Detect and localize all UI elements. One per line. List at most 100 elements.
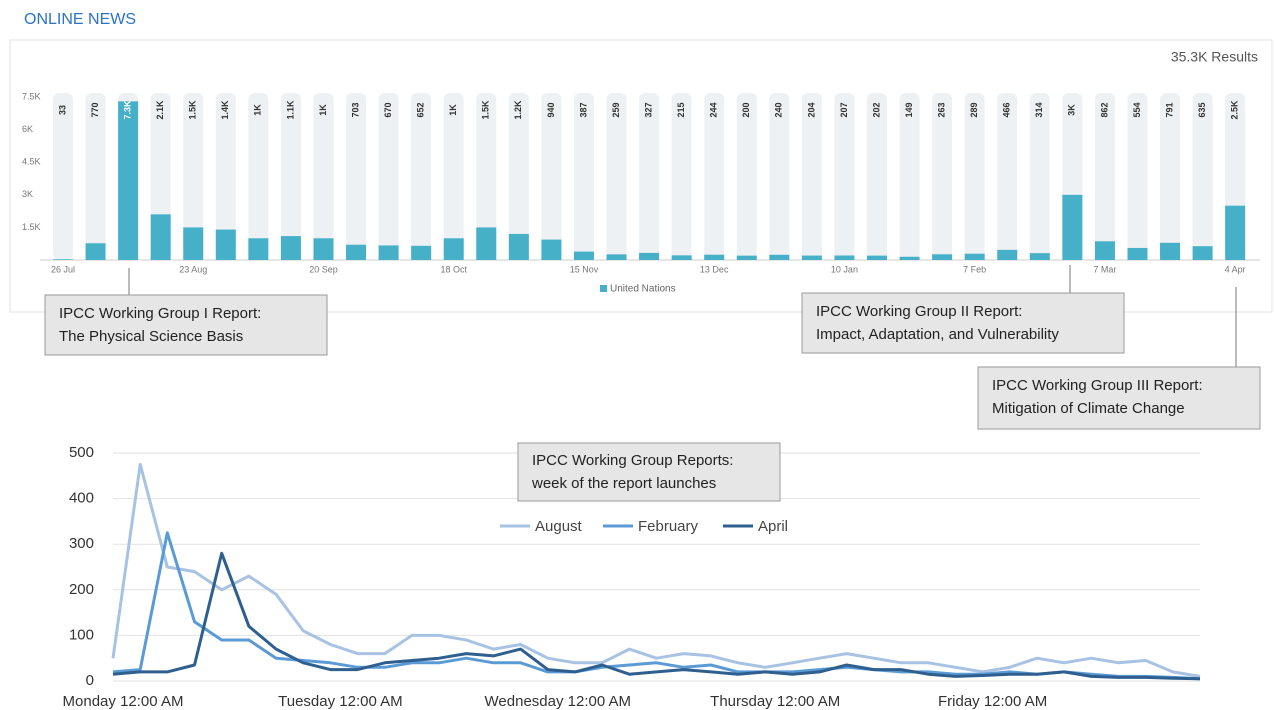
x-tick-label: 26 Jul xyxy=(51,264,75,274)
bar-background xyxy=(476,93,497,260)
value-label: 244 xyxy=(709,102,719,117)
value-label: 1K xyxy=(448,104,458,116)
x-tick-label: 18 Oct xyxy=(440,264,467,274)
value-label: 2.1K xyxy=(155,100,165,120)
value-label: 259 xyxy=(611,102,621,117)
annotation-text: IPCC Working Group III Report: xyxy=(992,377,1203,394)
bar xyxy=(346,244,367,260)
bar xyxy=(411,245,432,260)
bar-background xyxy=(1160,93,1181,260)
value-label: 1.5K xyxy=(481,100,491,120)
value-label: 314 xyxy=(1034,102,1044,117)
x-tick-label: 7 Mar xyxy=(1093,264,1116,274)
annotation-text: Impact, Adaptation, and Vulnerability xyxy=(816,326,1059,343)
bar xyxy=(508,233,529,260)
bar xyxy=(183,227,204,260)
bar-background xyxy=(736,93,757,260)
annotation-text: The Physical Science Basis xyxy=(59,328,243,345)
y-tick-label: 300 xyxy=(69,535,94,552)
bar xyxy=(1160,242,1181,260)
y-tick-label: 3K xyxy=(22,189,33,199)
y-tick-label: 6K xyxy=(22,124,33,134)
value-label: 7.3K xyxy=(122,100,132,120)
value-label: 791 xyxy=(1164,102,1174,117)
value-label: 862 xyxy=(1099,102,1109,117)
legend-label: August xyxy=(535,518,583,535)
bar-background xyxy=(573,93,594,260)
bar-background xyxy=(85,93,106,260)
bar-background xyxy=(1127,93,1148,260)
series-line xyxy=(112,551,1201,681)
legend-label: April xyxy=(758,518,788,535)
bar xyxy=(606,254,627,260)
bar-background xyxy=(671,93,692,260)
x-tick-label: 15 Nov xyxy=(570,264,599,274)
value-label: 770 xyxy=(90,102,100,117)
value-label: 33 xyxy=(57,105,67,115)
bar xyxy=(704,254,725,260)
value-label: 263 xyxy=(936,102,946,117)
chart-title: IPCC Working Group Reports: xyxy=(532,452,733,469)
x-tick-label: 4 Apr xyxy=(1225,264,1246,274)
chart-title: week of the report launches xyxy=(531,475,716,492)
y-tick-label: 1.5K xyxy=(22,222,41,232)
bar xyxy=(1094,241,1115,260)
bar-background xyxy=(53,93,73,260)
bar xyxy=(671,255,692,260)
annotation-box xyxy=(801,292,1125,354)
bar-background xyxy=(834,93,855,260)
bar xyxy=(541,239,562,260)
bar-background xyxy=(1029,93,1050,260)
value-label: 2.5K xyxy=(1230,100,1240,120)
value-label: 202 xyxy=(871,102,881,117)
bar xyxy=(899,256,920,260)
bar xyxy=(1029,253,1050,260)
bar xyxy=(1062,194,1083,260)
bar xyxy=(769,254,790,260)
bar-background xyxy=(932,93,953,260)
value-label: 635 xyxy=(1197,102,1207,117)
value-label: 204 xyxy=(806,102,816,117)
bar xyxy=(573,251,594,260)
bar-background xyxy=(1094,93,1115,260)
bar xyxy=(215,229,236,260)
value-label: 652 xyxy=(416,102,426,117)
bar-background xyxy=(541,93,562,260)
bar xyxy=(118,101,139,260)
bar xyxy=(834,255,855,260)
y-tick-label: 200 xyxy=(69,581,94,598)
y-tick-label: 100 xyxy=(69,626,94,643)
bar-background xyxy=(411,93,432,260)
bar xyxy=(932,254,953,260)
legend-label: February xyxy=(638,518,699,535)
bar-background xyxy=(313,93,334,260)
bar-background xyxy=(639,93,660,260)
y-tick-label: 7.5K xyxy=(22,91,41,101)
value-label: 207 xyxy=(839,102,849,117)
bar xyxy=(313,238,334,260)
value-label: 240 xyxy=(774,102,784,117)
value-label: 215 xyxy=(676,102,686,117)
bar xyxy=(53,259,73,260)
x-tick-label: 20 Sep xyxy=(309,264,338,274)
legend-label: United Nations xyxy=(610,284,676,295)
bar xyxy=(1225,205,1246,260)
bar-background xyxy=(964,93,985,260)
value-label: 289 xyxy=(969,102,979,117)
annotation-text: IPCC Working Group II Report: xyxy=(816,303,1022,320)
results: 35.3K Results xyxy=(1171,49,1258,65)
bar-background xyxy=(346,93,367,260)
y-tick-label: 400 xyxy=(69,490,94,507)
x-tick-label: Monday 12:00 AM xyxy=(63,693,184,710)
value-label: 149 xyxy=(904,102,914,117)
bar xyxy=(1127,247,1148,260)
y-tick-label: 500 xyxy=(69,444,94,461)
y-tick-label: 4.5K xyxy=(22,157,41,167)
bar xyxy=(736,255,757,260)
x-tick-label: 23 Aug xyxy=(179,264,207,274)
bar xyxy=(85,243,106,260)
value-label: 1K xyxy=(253,104,263,116)
bar xyxy=(639,252,660,260)
x-tick-label: Wednesday 12:00 AM xyxy=(485,693,631,710)
